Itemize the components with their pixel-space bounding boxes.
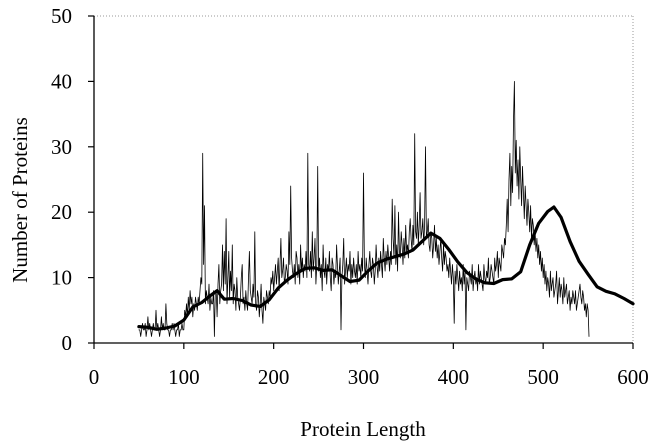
x-tick-label: 100	[168, 365, 200, 389]
y-tick-label: 20	[51, 200, 72, 224]
x-tick-label: 0	[89, 365, 100, 389]
y-axis-ticks: 0 10 20 30 40 50	[51, 4, 94, 355]
y-axis-title: Number of Proteins	[8, 117, 32, 283]
x-tick-label: 200	[258, 365, 290, 389]
y-tick-label: 0	[62, 331, 73, 355]
y-tick-label: 40	[51, 69, 72, 93]
x-axis-title: Protein Length	[300, 417, 426, 441]
x-axis-ticks: 0 100 200 300 400 500 600	[89, 343, 649, 389]
y-tick-label: 50	[51, 4, 72, 28]
y-tick-label: 30	[51, 135, 72, 159]
series-layer	[137, 81, 635, 337]
x-tick-label: 600	[617, 365, 649, 389]
x-tick-label: 400	[438, 365, 470, 389]
raw-count-line	[138, 81, 590, 337]
smoothed-trend-line	[137, 205, 635, 331]
y-tick-label: 10	[51, 266, 72, 290]
x-tick-label: 300	[348, 365, 380, 389]
x-tick-label: 500	[527, 365, 559, 389]
